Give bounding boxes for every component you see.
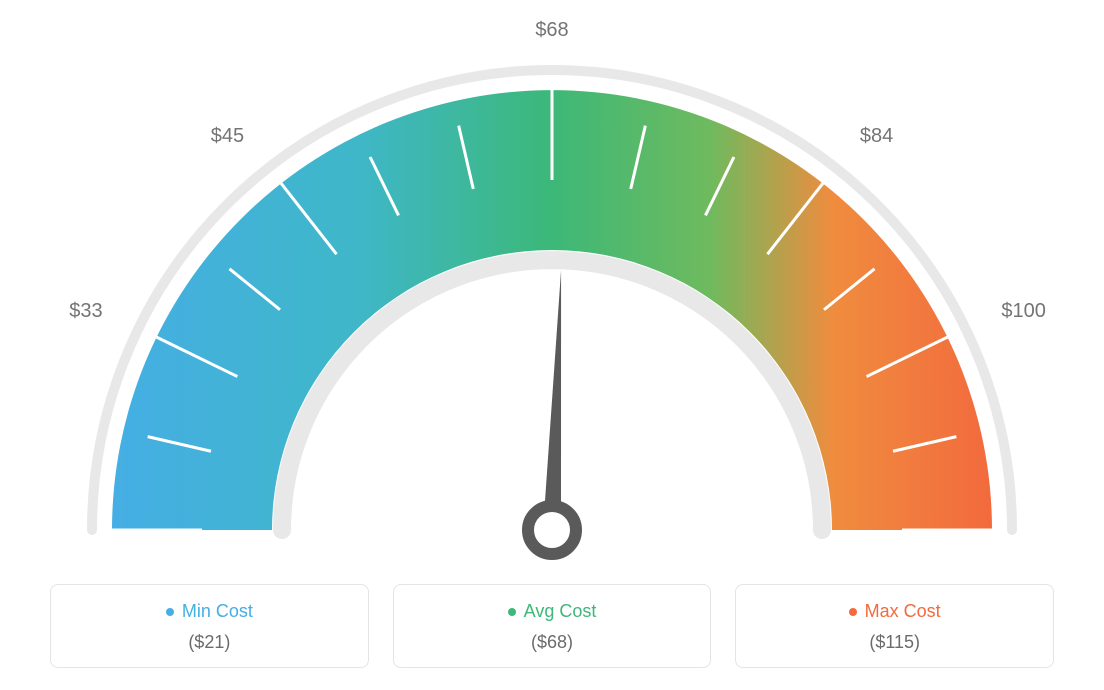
legend-label-min: Min Cost — [182, 601, 253, 622]
dot-icon — [508, 608, 516, 616]
legend-title-min: Min Cost — [166, 601, 253, 622]
legend-card-min: Min Cost ($21) — [50, 584, 369, 668]
legend-label-max: Max Cost — [865, 601, 941, 622]
gauge-svg: $21$33$45$68$84$100$115 — [52, 20, 1052, 580]
legend-title-avg: Avg Cost — [508, 601, 597, 622]
gauge-chart-container: $21$33$45$68$84$100$115 Min Cost ($21) A… — [0, 0, 1104, 690]
legend-card-avg: Avg Cost ($68) — [393, 584, 712, 668]
legend-card-max: Max Cost ($115) — [735, 584, 1054, 668]
legend-label-avg: Avg Cost — [524, 601, 597, 622]
gauge: $21$33$45$68$84$100$115 — [52, 20, 1052, 585]
svg-text:$68: $68 — [535, 20, 568, 41]
svg-text:$45: $45 — [211, 125, 244, 147]
legend-value-avg: ($68) — [406, 632, 699, 653]
legend-value-max: ($115) — [748, 632, 1041, 653]
svg-text:$33: $33 — [69, 300, 102, 322]
legend-value-min: ($21) — [63, 632, 356, 653]
legend-title-max: Max Cost — [849, 601, 941, 622]
dot-icon — [849, 608, 857, 616]
legend-row: Min Cost ($21) Avg Cost ($68) Max Cost (… — [50, 584, 1054, 668]
svg-text:$100: $100 — [1001, 300, 1045, 322]
dot-icon — [166, 608, 174, 616]
svg-text:$84: $84 — [860, 125, 893, 147]
